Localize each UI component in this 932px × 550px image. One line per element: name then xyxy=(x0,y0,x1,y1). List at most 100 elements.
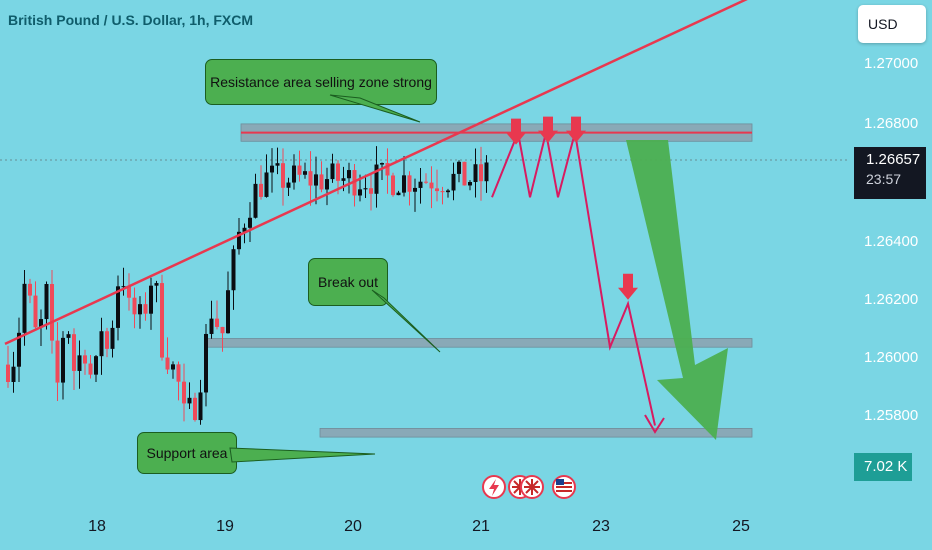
uk-flag-icon[interactable] xyxy=(520,475,544,499)
candle xyxy=(286,177,291,196)
candle xyxy=(281,148,285,206)
candle xyxy=(105,327,109,358)
candle-body xyxy=(407,175,412,192)
candle-body xyxy=(237,231,241,250)
candle xyxy=(264,154,269,198)
candle-body xyxy=(248,217,252,228)
candle xyxy=(33,281,38,329)
candle-body xyxy=(473,164,478,183)
ascending-trendline xyxy=(4,0,748,346)
candle xyxy=(259,165,263,200)
lightning-icon[interactable] xyxy=(482,475,506,499)
candle-body xyxy=(22,283,27,333)
candle-body xyxy=(286,182,291,188)
candle xyxy=(187,382,192,410)
candle xyxy=(198,379,203,425)
candle-body xyxy=(446,190,450,193)
candle-body xyxy=(336,163,340,181)
candle xyxy=(308,151,313,206)
candle-body xyxy=(55,340,60,383)
candle xyxy=(226,271,230,334)
candle xyxy=(396,190,401,196)
candle-body xyxy=(99,331,104,357)
candle xyxy=(319,161,324,193)
candle-body xyxy=(319,174,324,190)
candle-body xyxy=(385,163,390,176)
y-tick-label: 1.26200 xyxy=(864,291,919,308)
candle-body xyxy=(17,332,21,367)
candle-body xyxy=(242,227,247,232)
candle xyxy=(231,245,236,310)
candle xyxy=(77,340,82,389)
candle xyxy=(462,161,467,186)
candle-body xyxy=(39,319,43,328)
candle-body xyxy=(165,357,170,370)
y-tick-label: 1.26400 xyxy=(864,233,919,250)
candle xyxy=(215,300,219,330)
currency-button[interactable]: USD xyxy=(858,5,926,43)
candle-body xyxy=(209,318,214,334)
x-tick-label: 21 xyxy=(472,518,490,535)
candle-body xyxy=(308,171,313,186)
candle xyxy=(473,148,478,198)
current-price: 1.26657 xyxy=(866,151,921,168)
candle-body xyxy=(435,188,439,192)
candle xyxy=(61,331,65,400)
candle-body xyxy=(418,181,423,188)
candle xyxy=(22,269,27,346)
candle-body xyxy=(358,189,362,196)
candle xyxy=(182,363,186,422)
x-tick-label: 25 xyxy=(732,518,750,535)
candle-body xyxy=(110,327,115,349)
candle xyxy=(484,155,489,193)
candle xyxy=(292,154,296,190)
candle xyxy=(165,337,170,374)
candle xyxy=(407,171,412,206)
candle xyxy=(374,146,379,208)
candle-body xyxy=(105,331,109,349)
candle-body xyxy=(380,163,384,165)
candle-body xyxy=(88,363,93,375)
candle xyxy=(429,166,434,209)
x-tick-label: 23 xyxy=(592,518,610,535)
candle xyxy=(457,160,461,183)
bar-countdown: 23:57 xyxy=(866,171,902,187)
candle xyxy=(149,277,153,330)
candle-body xyxy=(325,179,329,190)
candle-body xyxy=(275,163,280,166)
candle xyxy=(253,173,258,219)
candle-body xyxy=(198,392,203,421)
candle-body xyxy=(220,326,225,334)
candle-body xyxy=(83,355,87,364)
candle-body xyxy=(391,175,395,196)
candle xyxy=(121,267,126,296)
candle xyxy=(44,281,49,330)
candle-body xyxy=(28,283,32,296)
candle xyxy=(391,172,395,197)
candle xyxy=(176,361,181,401)
candle xyxy=(50,270,54,354)
candle-body xyxy=(132,297,137,315)
support-zone xyxy=(319,427,753,438)
candle xyxy=(99,317,104,375)
candle xyxy=(347,162,351,194)
candle-body xyxy=(270,165,274,173)
us-flag-icon[interactable] xyxy=(552,475,576,499)
candle xyxy=(83,349,87,375)
candle-body xyxy=(402,175,406,193)
candle-body xyxy=(347,170,351,179)
candle xyxy=(143,292,148,321)
candle xyxy=(28,278,32,304)
candle-body xyxy=(121,286,126,288)
candle xyxy=(171,361,175,379)
candle-body xyxy=(451,173,456,191)
candle-body xyxy=(314,174,318,186)
y-tick-label: 1.26000 xyxy=(864,349,919,366)
candle xyxy=(270,148,274,193)
candle-body xyxy=(11,366,16,382)
candle xyxy=(413,178,417,212)
candle-body xyxy=(369,188,373,194)
candle-body xyxy=(264,172,269,197)
